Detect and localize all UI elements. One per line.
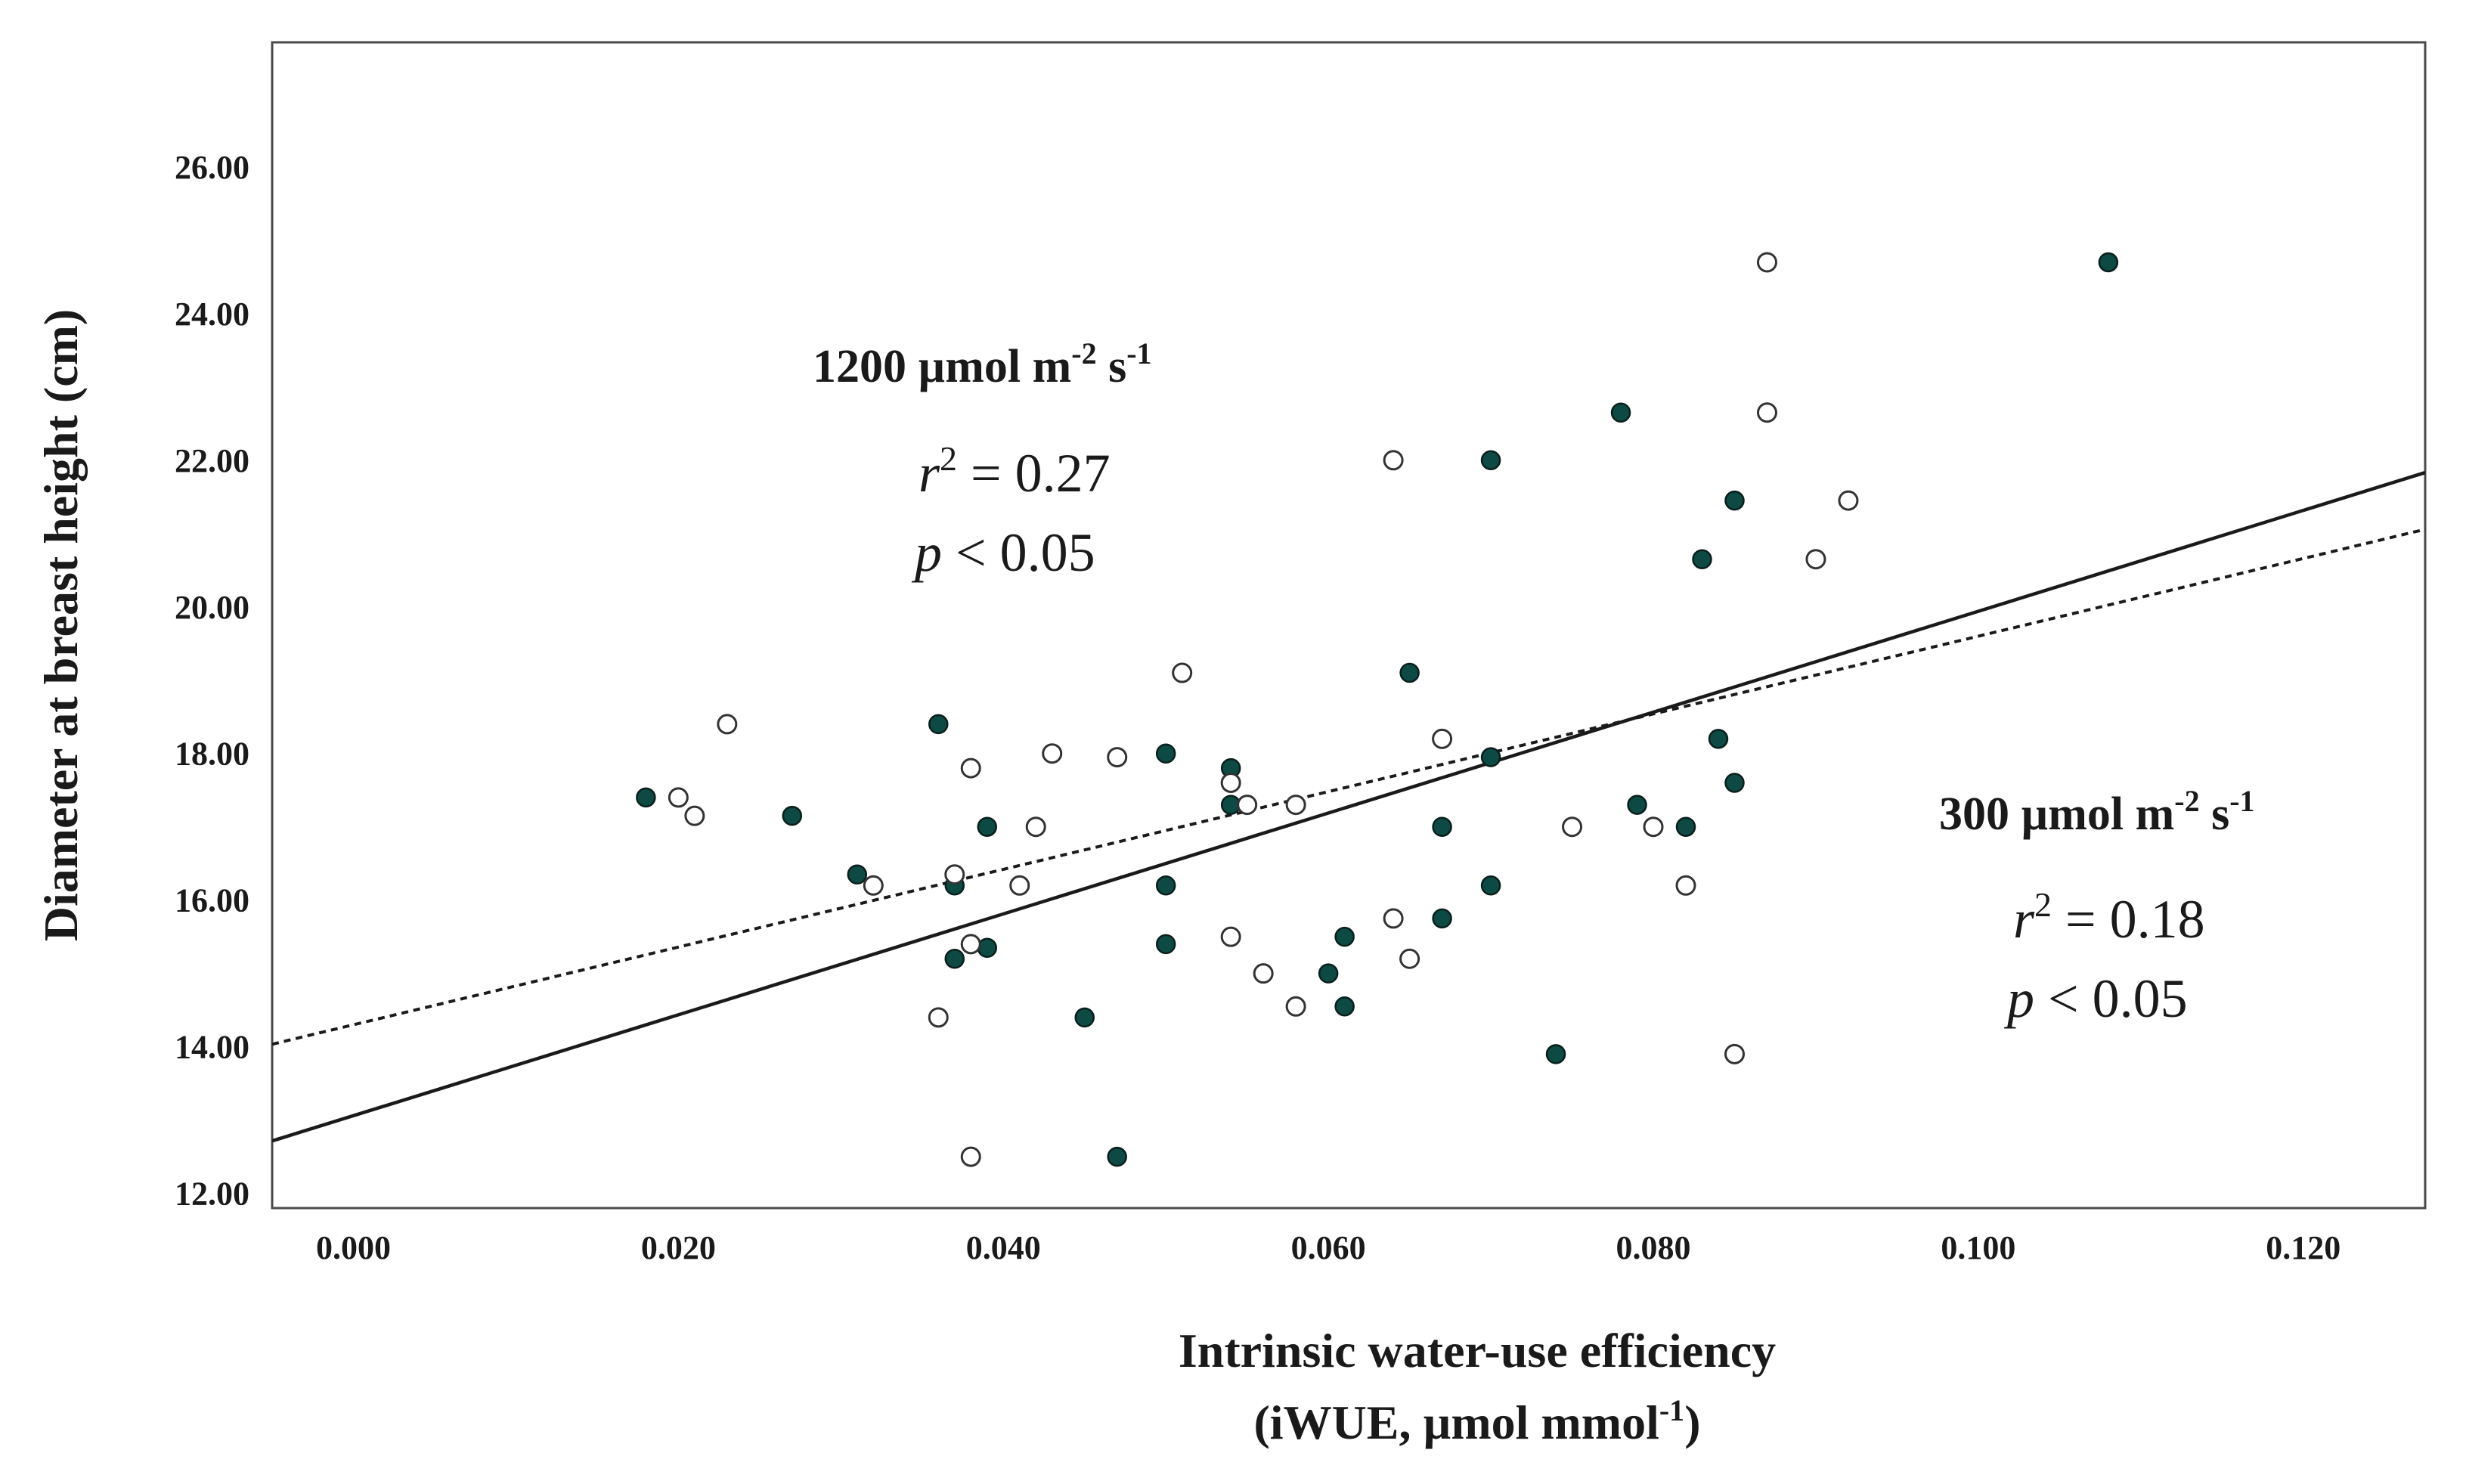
data-point-1200 [1432,908,1452,929]
y-tick-label: 18.00 [175,736,249,773]
data-point-1200 [782,805,803,826]
data-point-1200 [944,949,965,969]
data-point-1200 [1074,1007,1095,1028]
data-point-1200 [847,864,868,885]
y-tick-label: 16.00 [175,882,249,919]
x-tick-label: 0.060 [1291,1229,1366,1266]
data-point-1200 [1399,662,1420,683]
data-point-300 [1253,963,1274,984]
data-point-300 [1383,450,1404,471]
data-point-300 [1107,747,1128,768]
fit-line-300 [272,528,2425,1046]
data-point-1200 [1334,926,1355,947]
annotation-300-label: 300 µmol m-2 s-1 [1939,784,2255,840]
x-tick-label: 0.100 [1941,1229,2015,1266]
data-point-1200 [1334,996,1355,1017]
y-axis-title: Diameter at breast height (cm) [34,309,88,942]
data-point-1200 [928,714,949,735]
data-point-1200 [1692,549,1712,569]
data-point-300 [1562,816,1583,838]
data-point-300 [1285,795,1306,816]
y-tick-label: 22.00 [175,442,249,479]
data-point-300 [1643,816,1664,838]
annotation-300-p: p < 0.05 [2003,968,2188,1029]
x-tick-label: 0.120 [2266,1229,2341,1266]
data-point-300 [1172,662,1193,683]
x-tick-label: 0.040 [966,1229,1041,1266]
data-point-300 [717,714,738,735]
annotation-1200-r2: r2 = 0.27 [919,439,1111,503]
data-point-300 [1756,402,1777,423]
data-point-300 [1838,490,1859,511]
data-point-1200 [1107,1146,1127,1167]
annotation-1200-label: 1200 µmol m-2 s-1 [813,336,1152,392]
data-point-1200 [1724,490,1745,511]
data-point-300 [1009,875,1030,896]
x-axis-title-line1: Intrinsic water-use efficiency [1179,1324,1776,1377]
data-point-300 [1237,795,1258,816]
data-point-1200 [1545,1044,1566,1064]
data-point-300 [1220,926,1241,947]
data-point-1200 [977,937,998,958]
data-point-1200 [1480,747,1501,767]
data-point-300 [668,787,689,808]
annotation-1200-p: p < 0.05 [911,522,1095,583]
data-point-300 [1675,875,1696,896]
data-point-1200 [1480,875,1501,896]
data-point-1200 [1432,816,1452,837]
data-point-1200 [1610,402,1631,423]
data-point-1200 [1155,743,1176,764]
annotation-300-r2: r2 = 0.18 [2013,885,2205,950]
data-point-300 [960,1146,981,1167]
y-tick-label: 12.00 [175,1176,249,1213]
data-point-1200 [1675,816,1696,837]
data-point-1200 [1708,729,1729,749]
data-point-1200 [1627,795,1647,815]
y-tick-label: 24.00 [175,296,249,333]
x-tick-label: 0.020 [641,1229,716,1266]
data-point-300 [944,864,965,885]
data-point-300 [1805,549,1826,570]
data-point-300 [1756,252,1777,273]
data-point-300 [1383,908,1404,929]
x-axis-title-line2: (iWUE, µmol mmol-1) [1253,1393,1700,1449]
fit-line-1200 [272,470,2425,1143]
x-tick-label: 0.080 [1616,1229,1691,1266]
data-point-300 [1220,773,1241,794]
data-point-1200 [1155,875,1176,896]
data-point-1200 [977,816,998,837]
data-point-300 [1432,728,1453,749]
data-point-1200 [1318,963,1339,984]
plot-frame [271,41,2427,1210]
x-tick-label: 0.000 [316,1229,391,1266]
y-tick-label: 14.00 [175,1029,249,1066]
data-point-1200 [1480,450,1501,471]
data-point-300 [928,1007,949,1028]
data-point-300 [1285,996,1306,1017]
data-point-300 [863,875,884,896]
y-tick-label: 26.00 [175,149,249,186]
data-point-300 [960,757,981,779]
data-point-1200 [2098,252,2119,273]
data-point-1200 [1155,934,1176,955]
data-point-300 [684,805,705,826]
data-point-1200 [636,787,656,808]
data-point-1200 [1724,773,1745,793]
data-point-300 [1025,816,1046,838]
data-point-300 [1724,1043,1745,1064]
data-point-300 [1399,948,1420,969]
data-point-300 [1042,743,1063,764]
data-point-300 [960,934,981,955]
y-tick-label: 20.00 [175,589,249,626]
